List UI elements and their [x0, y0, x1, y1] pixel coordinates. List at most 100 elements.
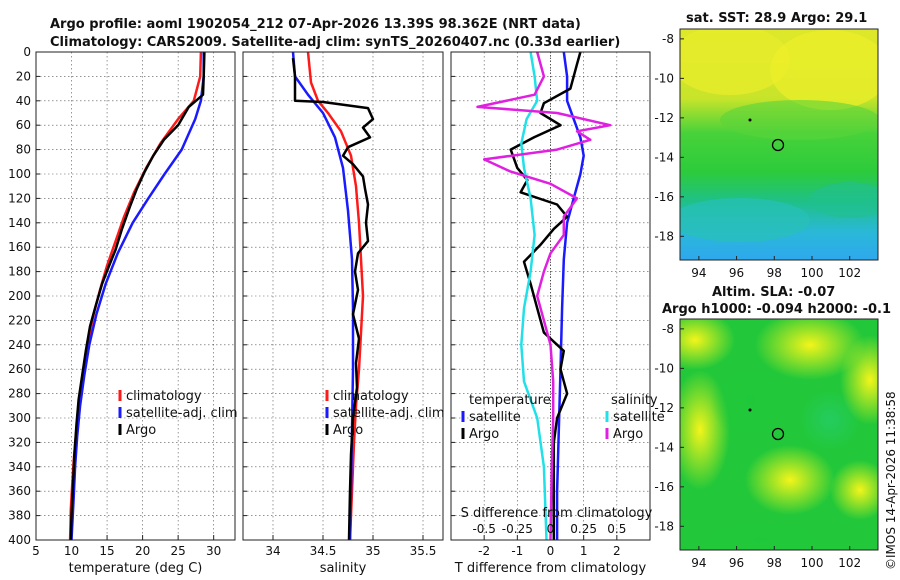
depth-tick-label: 20	[16, 69, 31, 83]
sla_map-lat-label: -16	[654, 480, 674, 494]
difference-xlabel: T difference from climatology	[454, 561, 647, 576]
sla-map-field	[680, 319, 878, 550]
depth-tick-label: 300	[8, 411, 31, 425]
sla_map-lat-label: -18	[654, 519, 674, 533]
temperature-xtick-label: 15	[99, 544, 114, 558]
difference-xtick-label: -1	[511, 544, 523, 558]
salinity-xtick-label: 35.5	[410, 544, 437, 558]
depth-tick-label: 0	[23, 45, 31, 59]
difference-series-temperature-argo	[509, 51, 582, 540]
temperature-xlabel: temperature (deg C)	[69, 561, 203, 576]
sla-map-title-2: Argo h1000: -0.094 h2000: -0.1	[662, 302, 891, 317]
salinity-xtick-label: 35	[365, 544, 380, 558]
temperature-panel: 5 10 15 20 25 3002040608010012014016018020022…	[8, 45, 238, 576]
depth-tick-label: 140	[8, 216, 31, 230]
sst_map-lon-label: 94	[691, 266, 706, 280]
sst_map-lon-label: 96	[729, 266, 744, 280]
legend-title-salinity: salinity	[611, 393, 658, 408]
sst_map-lat-label: -16	[654, 190, 674, 204]
depth-tick-label: 160	[8, 240, 31, 254]
figure-title-1: Argo profile: aoml 1902054_212 07-Apr-20…	[50, 17, 581, 32]
sla_map-lon-label: 98	[767, 556, 782, 570]
sla_map-lat-label: -12	[654, 401, 674, 415]
sla-argo-location-marker	[771, 427, 785, 441]
difference-xtick-label: -2	[478, 544, 490, 558]
sst_map-lat-label: -8	[662, 32, 674, 46]
depth-tick-label: 280	[8, 387, 31, 401]
depth-tick-label: 180	[8, 265, 31, 279]
s-diff-tick-label: -0.5	[472, 522, 495, 536]
salinity-series-argo	[291, 57, 375, 541]
depth-tick-label: 240	[8, 338, 31, 352]
s-diff-axis-label: S difference from climatology	[461, 506, 653, 521]
s-diff-tick-label: 0.5	[607, 522, 626, 536]
temperature-xtick-label: 10	[64, 544, 79, 558]
salinity-panel: 34 34.5 35 35.5 salinity climatology satellite…	[242, 51, 445, 576]
sst-argo-location-marker	[771, 138, 785, 152]
sla_map-lon-label: 94	[691, 556, 706, 570]
temperature-legend-label: satellite-adj. clim	[126, 406, 238, 421]
sla-map-title-1: Altim. SLA: -0.07	[712, 285, 835, 300]
difference-panel: -2 -1 0 1 2 T difference from climatology temp…	[450, 51, 665, 576]
s-diff-tick-label: 0.25	[570, 522, 597, 536]
depth-tick-label: 100	[8, 167, 31, 181]
sst_map-lat-label: -14	[654, 150, 674, 164]
depth-tick-label: 80	[16, 143, 31, 157]
depth-tick-label: 400	[8, 533, 31, 547]
temperature-series-satellite-adj-clim	[70, 52, 205, 541]
sla_map-lat-label: -14	[654, 440, 674, 454]
depth-tick-label: 340	[8, 460, 31, 474]
sla_map-lat-label: -10	[654, 361, 674, 375]
salinity-xlabel: salinity	[320, 561, 367, 576]
sla_map-lat-label: -8	[662, 322, 674, 336]
legend-title-temperature: temperature	[469, 393, 551, 408]
sst-float-track-dot	[748, 118, 752, 122]
sst-map-title: sat. SST: 28.9 Argo: 29.1	[686, 11, 867, 26]
figure-title-2: Climatology: CARS2009. Satellite-adj cli…	[50, 35, 620, 50]
legend-t-label: Argo	[469, 427, 499, 442]
difference-xtick-label: 2	[613, 544, 621, 558]
depth-tick-label: 380	[8, 509, 31, 523]
depth-tick-label: 120	[8, 191, 31, 205]
sst_map-lat-label: -18	[654, 229, 674, 243]
sla_map-lon-label: 96	[729, 556, 744, 570]
sla-map-frame	[679, 318, 879, 551]
salinity-xtick-label: 34	[265, 544, 280, 558]
depth-tick-label: 260	[8, 362, 31, 376]
temperature-xtick-label: 20	[135, 544, 150, 558]
sst_map-lon-label: 98	[767, 266, 782, 280]
sst-map-field	[680, 29, 878, 260]
temperature-xtick-label: 30	[206, 544, 221, 558]
sla-float-track-dot	[748, 408, 752, 412]
salinity-legend-label: Argo	[333, 423, 363, 438]
sst_map-lat-label: -10	[654, 71, 674, 85]
salinity-series-climatology	[306, 51, 365, 541]
depth-tick-label: 360	[8, 484, 31, 498]
legend-t-label: satellite	[469, 410, 521, 425]
sla_map-lon-label: 102	[838, 556, 861, 570]
sst_map-lon-label: 102	[838, 266, 861, 280]
legend-s-label: Argo	[613, 427, 643, 442]
temperature-legend-label: climatology	[126, 389, 202, 404]
s-diff-tick-label: 0	[547, 522, 555, 536]
difference-frame	[450, 51, 651, 541]
salinity-xtick-label: 34.5	[310, 544, 337, 558]
salinity-frame	[242, 51, 444, 541]
sla_map-lon-label: 100	[801, 556, 824, 570]
difference-xtick-label: 0	[547, 544, 555, 558]
temperature-xtick-label: 25	[171, 544, 186, 558]
s-diff-tick-label: -0.25	[502, 522, 533, 536]
salinity-legend-label: climatology	[333, 389, 409, 404]
depth-tick-label: 220	[8, 313, 31, 327]
temperature-series-argo	[69, 51, 206, 541]
temperature-legend-label: Argo	[126, 423, 156, 438]
sst_map-lon-label: 100	[801, 266, 824, 280]
difference-xtick-label: 1	[580, 544, 588, 558]
depth-tick-label: 60	[16, 118, 31, 132]
depth-tick-label: 40	[16, 94, 31, 108]
temperature-frame	[35, 51, 236, 541]
sst_map-lat-label: -12	[654, 111, 674, 125]
salinity-legend-label: satellite-adj. clim	[333, 406, 445, 421]
depth-tick-label: 200	[8, 289, 31, 303]
